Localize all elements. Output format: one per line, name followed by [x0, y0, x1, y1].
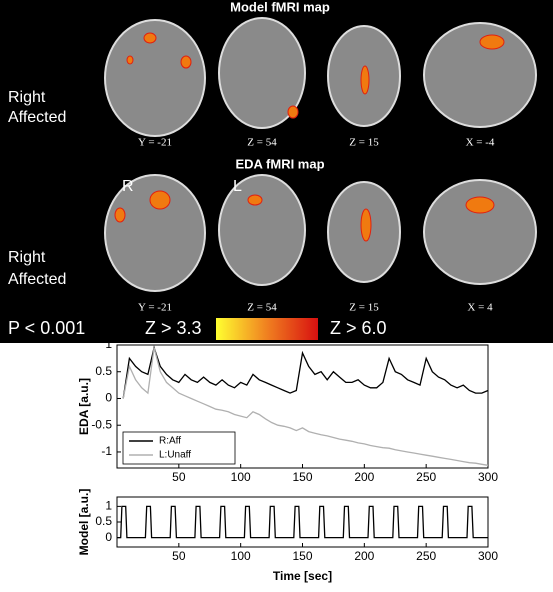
side-label: Right [8, 249, 46, 266]
x-tick-label: 200 [354, 549, 374, 563]
x-tick-label: 200 [354, 470, 374, 484]
x-tick-label: 250 [416, 549, 436, 563]
colorbar [216, 318, 318, 340]
y-axis-label: Model [a.u.] [77, 489, 91, 556]
series-line [117, 505, 488, 539]
x-tick-label: 150 [292, 470, 312, 484]
y-tick-label: -0.5 [91, 417, 112, 431]
x-tick-label: 300 [478, 470, 498, 484]
slice-label: Z = 54 [247, 302, 277, 314]
series-line [122, 347, 489, 466]
x-tick-label: 100 [231, 549, 251, 563]
y-tick-label: 0 [105, 530, 112, 544]
slice-label: Z = 54 [247, 137, 277, 149]
y-tick-label: 0.5 [95, 364, 112, 378]
x-tick-label: 50 [172, 549, 186, 563]
legend-label: R:Aff [159, 436, 181, 447]
x-axis-label: Time [sec] [273, 569, 332, 583]
orientation-label: L [233, 178, 242, 195]
side-label: Affected [8, 271, 66, 288]
x-tick-label: 100 [231, 470, 251, 484]
side-label: Affected [8, 109, 66, 126]
series-line [122, 345, 489, 399]
panel-title: Model fMRI map [230, 0, 330, 14]
activation-blobs [114, 32, 505, 242]
threshold: P < 0.001 [8, 318, 85, 338]
legend-label: L:Unaff [159, 450, 191, 461]
side-label: Right [8, 89, 46, 106]
legend-box [122, 431, 236, 465]
x-tick-label: 300 [478, 549, 498, 563]
slice-label: Z = 15 [349, 302, 379, 314]
slice-label: X = 4 [467, 302, 493, 314]
slice-label: Y = -21 [138, 302, 172, 314]
plot-area [116, 496, 489, 548]
y-tick-label: 0 [105, 391, 112, 405]
colorbar-min: Z > 3.3 [145, 318, 202, 338]
panel-title: EDA fMRI map [235, 156, 324, 171]
slice-label: Z = 15 [349, 137, 379, 149]
orientation-label: R [122, 178, 134, 195]
slice-label: Y = -21 [138, 137, 172, 149]
y-tick-label: 0.5 [95, 514, 112, 528]
y-tick-label: 1 [105, 499, 112, 513]
y-tick-label: 1 [105, 337, 112, 351]
y-axis-label: EDA [a.u.] [77, 378, 91, 435]
brain-slices [104, 17, 537, 292]
y-tick-label: -1 [101, 444, 112, 458]
x-tick-label: 250 [416, 470, 436, 484]
x-tick-label: 50 [172, 470, 186, 484]
x-tick-label: 150 [292, 549, 312, 563]
slice-label: X = -4 [466, 137, 495, 149]
colorbar-max: Z > 6.0 [330, 318, 387, 338]
